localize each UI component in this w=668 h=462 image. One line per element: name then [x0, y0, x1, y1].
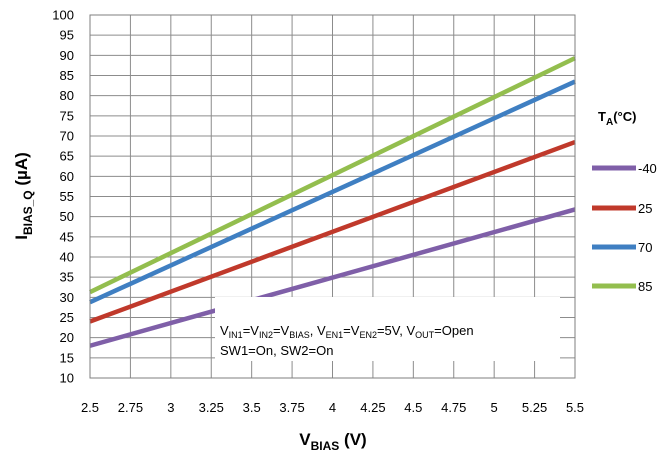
annotation-text: =V	[273, 323, 290, 338]
legend-item: 85	[592, 279, 652, 294]
annotation-line-1: VIN1=VIN2=VBIAS, VEN1=VEN2=5V, VOUT=Open	[220, 323, 474, 340]
x-tick-label: 5.5	[566, 400, 584, 415]
y-tick-label: 80	[60, 88, 74, 103]
x-axis-title-tail: (V)	[339, 430, 366, 449]
y-tick-label: 90	[60, 48, 74, 63]
series-line-85	[89, 56, 576, 295]
legend-label: 85	[638, 279, 652, 294]
y-axis-title-main: I	[12, 235, 31, 240]
y-tick-label: 25	[60, 310, 74, 325]
y-tick-label: 60	[60, 169, 74, 184]
x-tick-label: 4.25	[360, 400, 385, 415]
x-tick-label: 2.75	[118, 400, 143, 415]
annotation-text: =V	[243, 323, 260, 338]
legend-label: 25	[638, 201, 652, 216]
y-axis-title: IBIAS_Q (µA)	[12, 152, 35, 240]
x-tick-label: 4.5	[404, 400, 422, 415]
legend-item: -40	[592, 161, 657, 176]
x-tick-label: 4.75	[441, 400, 466, 415]
x-tick-label: 5.25	[522, 400, 547, 415]
x-tick-labels: 2.5 2.75 3 3.25 3.5 3.75 4 4.25 4.5 4.75 5 5.25 5.5	[81, 400, 584, 415]
x-tick-label: 3.25	[199, 400, 224, 415]
legend-title-tail: (°C)	[613, 109, 636, 124]
y-tick-label: 20	[60, 330, 74, 345]
x-axis-title-sub: BIAS	[311, 439, 340, 453]
y-tick-label: 35	[60, 270, 74, 285]
legend: -40 25 70 85	[592, 161, 657, 294]
y-tick-label: 55	[60, 189, 74, 204]
annotation-subscript: OUT	[415, 330, 435, 340]
annotation-subscript: EN1	[326, 330, 344, 340]
y-axis-title-tail: (µA)	[12, 152, 31, 190]
y-tick-label: 50	[60, 209, 74, 224]
annotation-text: =Open	[434, 323, 473, 338]
annotation-text: , V	[310, 323, 326, 338]
annotation-text: V	[220, 323, 229, 338]
y-tick-label: 100	[52, 8, 74, 23]
y-tick-label: 75	[60, 108, 74, 123]
annotation-box	[215, 297, 560, 361]
x-axis-title-main: V	[299, 430, 311, 449]
x-tick-label: 5	[491, 400, 498, 415]
series-line-70	[89, 79, 576, 305]
y-tick-label: 85	[60, 68, 74, 83]
y-tick-label: 15	[60, 350, 74, 365]
annotation-subscript: IN2	[259, 330, 273, 340]
x-tick-label: 3	[167, 400, 174, 415]
annotation-line-2: SW1=On, SW2=On	[220, 343, 333, 358]
y-tick-label: 10	[60, 371, 74, 386]
annotation-subscript: EN2	[359, 330, 377, 340]
y-tick-label: 40	[60, 250, 74, 265]
annotation-subscript: IN1	[229, 330, 243, 340]
series-line-25	[89, 139, 576, 324]
y-tick-label: 70	[60, 129, 74, 144]
y-axis-title-sub: BIAS_Q	[21, 190, 35, 235]
annotation-text: =V	[343, 323, 360, 338]
annotation-text: =5V, V	[377, 323, 416, 338]
legend-item: 70	[592, 240, 652, 255]
series-lines	[89, 56, 576, 348]
y-tick-label: 95	[60, 28, 74, 43]
x-tick-label: 2.5	[81, 400, 99, 415]
x-tick-label: 3.5	[243, 400, 261, 415]
legend-title: TA(°C)	[598, 109, 636, 128]
y-tick-label: 30	[60, 290, 74, 305]
y-tick-label: 65	[60, 149, 74, 164]
legend-label: 70	[638, 240, 652, 255]
legend-label: -40	[638, 161, 657, 176]
plot-frame	[89, 14, 576, 379]
annotation-subscript: BIAS	[289, 330, 310, 340]
x-tick-label: 3.75	[279, 400, 304, 415]
y-tick-label: 45	[60, 229, 74, 244]
y-tick-labels: 10 15 20 25 30 35 40 45 50 55 60 65 70 75 80 85 90 95 100	[52, 8, 74, 386]
x-tick-label: 4	[329, 400, 336, 415]
legend-item: 25	[592, 201, 652, 216]
x-axis-title: VBIAS (V)	[299, 430, 366, 453]
legend-title-main: T	[598, 109, 606, 124]
series-line-minus40	[89, 207, 576, 348]
legend-title-sub: A	[606, 117, 613, 128]
